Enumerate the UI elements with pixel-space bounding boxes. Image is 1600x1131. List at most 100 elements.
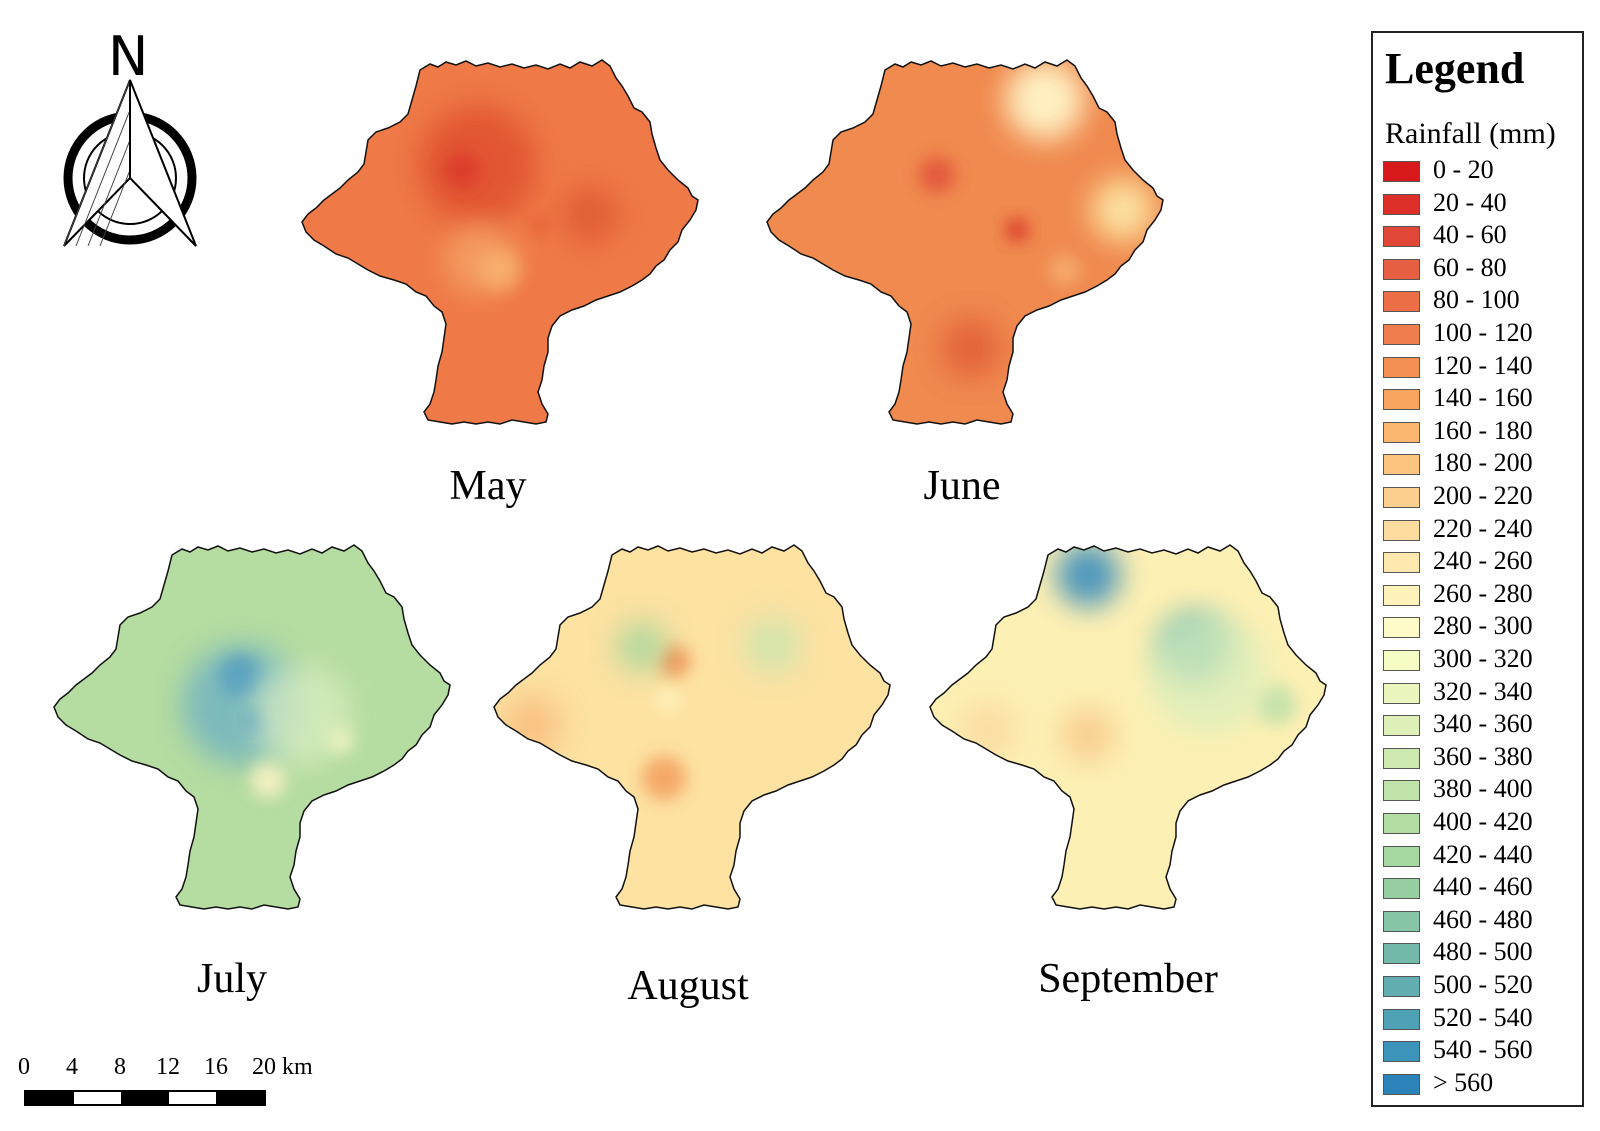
legend-item: 380 - 400 <box>1383 776 1579 804</box>
legend-item: 440 - 460 <box>1383 872 1579 902</box>
legend-swatch <box>1383 389 1420 411</box>
scale-tick: 0 <box>18 1054 30 1080</box>
legend-swatch <box>1383 226 1420 248</box>
legend-item: 60 - 80 <box>1383 252 1579 283</box>
legend-label: 120 - 140 <box>1433 350 1533 380</box>
rainfall-hotspot <box>1049 254 1081 286</box>
legend-swatch <box>1383 976 1420 997</box>
legend-item: 20 - 40 <box>1383 187 1579 218</box>
legend-item: 0 - 20 <box>1383 155 1579 185</box>
legend-label: 260 - 280 <box>1433 578 1533 608</box>
rainfall-hotspot <box>658 690 678 710</box>
rainfall-hotspot <box>1148 615 1268 735</box>
legend-label: 300 - 320 <box>1433 644 1533 673</box>
legend-item: 180 - 200 <box>1383 448 1579 478</box>
legend-item: 240 - 260 <box>1383 548 1579 576</box>
rainfall-hotspot <box>530 215 550 235</box>
legend-label: 520 - 540 <box>1433 1002 1533 1032</box>
legend-label: 0 - 20 <box>1433 155 1494 184</box>
legend-swatch <box>1383 617 1420 639</box>
legend-item: 320 - 340 <box>1383 676 1579 707</box>
legend-label: 140 - 160 <box>1433 383 1533 413</box>
legend-label: 500 - 520 <box>1433 970 1533 999</box>
rainfall-hotspot <box>1060 707 1116 763</box>
legend-label: 180 - 200 <box>1433 448 1533 478</box>
legend-item: 40 - 60 <box>1383 222 1579 250</box>
legend-item: 520 - 540 <box>1383 1002 1579 1033</box>
legend-label: 460 - 480 <box>1433 904 1533 934</box>
legend-swatch <box>1383 943 1420 965</box>
legend-swatch <box>1383 421 1420 443</box>
legend-item: 140 - 160 <box>1383 383 1579 413</box>
legend-swatch <box>1383 324 1420 345</box>
rainfall-map-may <box>301 59 699 425</box>
legend-label: 160 - 180 <box>1433 415 1533 445</box>
scale-segment <box>216 1092 264 1104</box>
map-label-august: August <box>627 963 749 1009</box>
rainfall-hotspot <box>616 621 668 673</box>
legend-item: 280 - 300 <box>1383 613 1579 641</box>
legend-item: 200 - 220 <box>1383 483 1579 511</box>
rainfall-map-september <box>929 544 1327 910</box>
legend-item: 100 - 120 <box>1383 320 1579 348</box>
legend-label: 340 - 360 <box>1433 709 1533 739</box>
map-label-july: July <box>196 956 268 1002</box>
legend-swatch <box>1383 356 1420 378</box>
legend-swatch <box>1383 258 1420 280</box>
legend-title: Legend <box>1385 44 1525 93</box>
rainfall-hotspot <box>252 665 352 765</box>
legend-label: 420 - 440 <box>1433 839 1533 869</box>
rainfall-map-august <box>493 544 891 910</box>
legend-label: 20 - 40 <box>1433 187 1507 217</box>
legend-item: 500 - 520 <box>1383 970 1579 1000</box>
scale-segment <box>26 1092 74 1104</box>
legend-swatch <box>1383 1073 1420 1095</box>
legend-item: 360 - 380 <box>1383 741 1579 772</box>
legend-swatch <box>1383 878 1420 900</box>
legend-item: 460 - 480 <box>1383 904 1579 935</box>
rainfall-hotspot <box>502 695 562 755</box>
legend-label: 360 - 380 <box>1433 741 1533 771</box>
legend-swatch <box>1383 1008 1420 1030</box>
legend-item: 260 - 280 <box>1383 578 1579 609</box>
legend-label: 400 - 420 <box>1433 807 1533 836</box>
scale-tick: 20 km <box>252 1054 313 1080</box>
legend-swatch <box>1383 193 1420 215</box>
legend-swatch <box>1383 682 1420 704</box>
legend-item: 400 - 420 <box>1383 807 1579 837</box>
legend-swatch <box>1383 584 1420 606</box>
rainfall-hotspot <box>1256 685 1296 725</box>
legend-subtitle: Rainfall (mm) <box>1385 117 1556 150</box>
legend-item: 340 - 360 <box>1383 709 1579 739</box>
map-label-may: May <box>449 463 527 509</box>
legend-label: 60 - 80 <box>1433 252 1507 282</box>
legend-item: 220 - 240 <box>1383 515 1579 544</box>
legend-swatch <box>1383 910 1420 932</box>
rainfall-hotspot <box>941 318 1001 378</box>
scale-segment <box>168 1092 217 1104</box>
rainfall-hotspot <box>1005 218 1029 242</box>
legend-item: 300 - 320 <box>1383 644 1579 674</box>
legend-swatch <box>1383 650 1420 671</box>
legend: Legend Rainfall (mm) 0 - 20 20 - 40 40 - 6… <box>1371 31 1584 1107</box>
map-label-september: September <box>1038 956 1218 1002</box>
legend-item: 120 - 140 <box>1383 350 1579 381</box>
scale-tick: 8 <box>114 1054 126 1080</box>
map-label-june: June <box>923 463 1001 509</box>
legend-swatch <box>1383 552 1420 574</box>
legend-label: 540 - 560 <box>1433 1035 1533 1065</box>
legend-swatch <box>1383 780 1420 802</box>
scale-bar <box>24 1090 266 1106</box>
legend-item: 160 - 180 <box>1383 415 1579 446</box>
rainfall-hotspot <box>919 157 955 193</box>
legend-swatch <box>1383 454 1420 476</box>
legend-label: 320 - 340 <box>1433 676 1533 706</box>
legend-label: 440 - 460 <box>1433 872 1533 902</box>
legend-item: 420 - 440 <box>1383 839 1579 870</box>
legend-swatch <box>1383 519 1420 541</box>
legend-swatch <box>1383 747 1420 769</box>
scale-segment <box>73 1092 122 1104</box>
scale-tick: 16 <box>204 1054 228 1080</box>
rainfall-hotspot <box>1091 178 1155 242</box>
scale-tick: 4 <box>66 1054 78 1080</box>
